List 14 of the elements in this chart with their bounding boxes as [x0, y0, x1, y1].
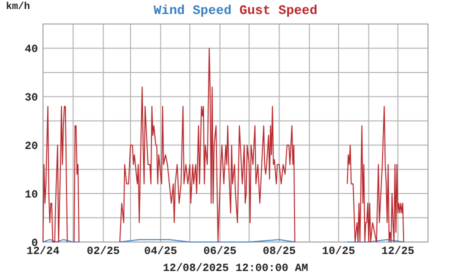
x-tick-label: 12/25	[381, 246, 415, 258]
y-tick-label: 30	[24, 92, 38, 105]
y-axis-title: km/h	[6, 1, 30, 13]
x-tick-label: 10/25	[322, 246, 356, 258]
y-tick-label: 20	[24, 140, 38, 153]
y-tick-label: 40	[24, 44, 38, 56]
x-tick-label: 08/25	[262, 246, 296, 258]
x-tick-label: 04/25	[144, 246, 178, 258]
x-tick-label: 06/25	[203, 246, 237, 258]
text: Wind Speed	[154, 3, 232, 18]
x-tick-label: 02/25	[86, 246, 120, 258]
text: Gust Speed	[239, 3, 318, 18]
x-axis-title: 12/08/2025 12:00:00 AM	[162, 263, 309, 275]
y-tick-label: 10	[24, 189, 38, 202]
